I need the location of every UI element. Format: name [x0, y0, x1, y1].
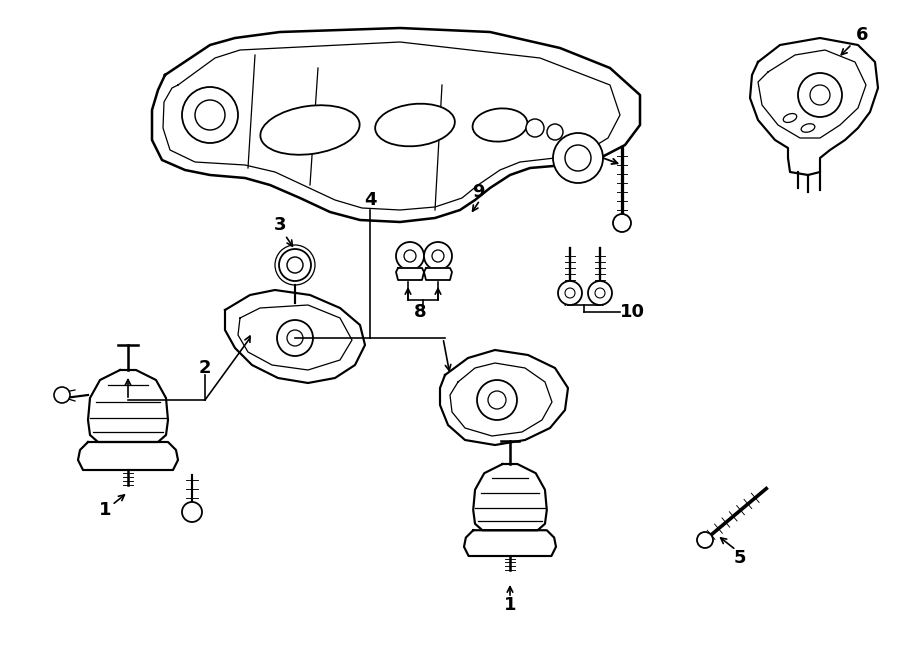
Text: 8: 8	[414, 303, 427, 321]
Circle shape	[54, 387, 70, 403]
Circle shape	[477, 380, 517, 420]
Circle shape	[613, 214, 631, 232]
Circle shape	[488, 391, 506, 409]
Polygon shape	[473, 464, 547, 530]
Circle shape	[526, 119, 544, 137]
Text: 3: 3	[274, 216, 286, 234]
Polygon shape	[750, 38, 878, 175]
Circle shape	[277, 320, 313, 356]
Ellipse shape	[472, 108, 527, 141]
Circle shape	[424, 242, 452, 270]
Polygon shape	[440, 350, 568, 445]
Circle shape	[565, 145, 591, 171]
Text: 4: 4	[364, 191, 376, 209]
Circle shape	[697, 532, 713, 548]
Ellipse shape	[375, 104, 454, 146]
Polygon shape	[464, 530, 556, 556]
Text: 9: 9	[472, 183, 484, 201]
Circle shape	[287, 330, 303, 346]
Ellipse shape	[260, 105, 360, 155]
Text: 5: 5	[734, 549, 746, 567]
Circle shape	[558, 281, 582, 305]
Circle shape	[553, 133, 603, 183]
Text: 2: 2	[199, 359, 212, 377]
Circle shape	[182, 502, 202, 522]
Circle shape	[195, 100, 225, 130]
Polygon shape	[225, 290, 365, 383]
Text: 10: 10	[619, 303, 644, 321]
Circle shape	[547, 124, 563, 140]
Ellipse shape	[801, 124, 814, 132]
Polygon shape	[396, 268, 424, 280]
Circle shape	[588, 281, 612, 305]
Polygon shape	[78, 442, 178, 470]
Circle shape	[595, 288, 605, 298]
Circle shape	[404, 250, 416, 262]
Circle shape	[432, 250, 444, 262]
Polygon shape	[152, 28, 640, 222]
Circle shape	[279, 249, 311, 281]
Ellipse shape	[783, 114, 796, 122]
Polygon shape	[424, 268, 452, 280]
Circle shape	[798, 73, 842, 117]
Text: 1: 1	[504, 596, 517, 614]
Text: 7: 7	[572, 139, 584, 157]
Circle shape	[565, 288, 575, 298]
Circle shape	[182, 87, 238, 143]
Circle shape	[810, 85, 830, 105]
Circle shape	[396, 242, 424, 270]
Text: 1: 1	[99, 501, 112, 519]
Text: 6: 6	[856, 26, 868, 44]
Polygon shape	[88, 370, 168, 442]
Circle shape	[287, 257, 303, 273]
